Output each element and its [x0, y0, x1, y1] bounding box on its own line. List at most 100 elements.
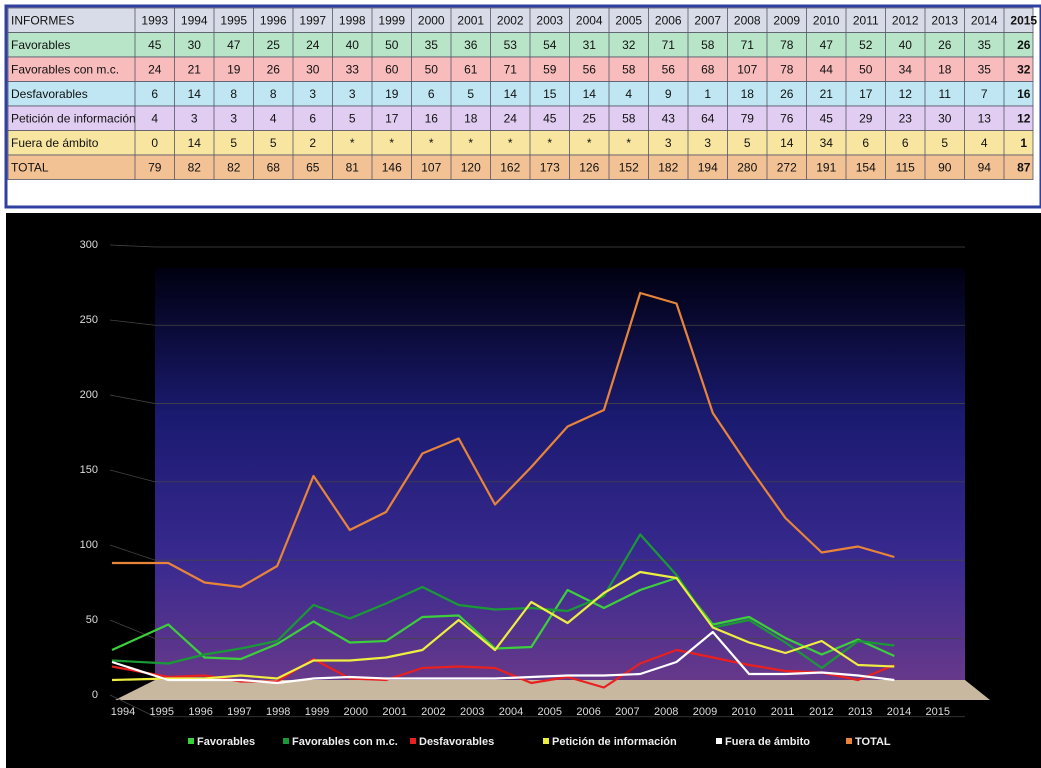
table-cell: 115: [896, 160, 915, 174]
table-cell: 25: [583, 111, 597, 125]
x-tick-label: 2000: [344, 706, 368, 718]
table-cell: 34: [899, 62, 913, 76]
x-tick-label: 2014: [887, 706, 911, 718]
table-cell: 107: [737, 62, 757, 76]
table-cell: 36: [464, 38, 478, 52]
table-cell: 82: [188, 160, 202, 174]
table-cell: 47: [227, 38, 241, 52]
table-cell: 1993: [141, 13, 168, 27]
table-cell: 6: [428, 87, 435, 101]
table-cell: Desfavorables: [11, 87, 88, 101]
table-cell: 33: [346, 62, 360, 76]
table-cell: 82: [227, 160, 241, 174]
table-cell: 1: [704, 87, 711, 101]
table-cell: 3: [349, 87, 356, 101]
table-cell: 26: [780, 87, 794, 101]
chart-wall: [155, 268, 965, 690]
table-cell: 1998: [339, 13, 366, 27]
table-cell: 3: [191, 111, 198, 125]
table-cell: 19: [227, 62, 241, 76]
table-cell: 4: [151, 111, 158, 125]
table-cell: 50: [425, 62, 439, 76]
table-cell: 26: [1017, 38, 1031, 52]
legend-label: Petición de información: [552, 736, 677, 748]
table-cell: 45: [820, 111, 834, 125]
table-cell: 18: [938, 62, 952, 76]
table-cell: 272: [777, 160, 797, 174]
table-cell: *: [389, 136, 394, 150]
table-cell: 45: [543, 111, 557, 125]
table-cell: 32: [622, 38, 636, 52]
table-cell: 3: [704, 136, 711, 150]
x-tick-label: 1999: [305, 706, 329, 718]
table-cell: 56: [662, 62, 676, 76]
table-cell: 2004: [576, 13, 603, 27]
table-cell: 2015: [1010, 13, 1037, 27]
table-cell: 24: [504, 111, 518, 125]
legend-label: TOTAL: [855, 736, 891, 748]
table-cell: 14: [188, 87, 202, 101]
legend-swatch: [410, 738, 416, 744]
table-cell: 1994: [181, 13, 208, 27]
grid-line: [109, 694, 156, 718]
table-cell: 31: [583, 38, 597, 52]
y-tick-label: 150: [80, 464, 98, 476]
table-cell: 5: [349, 111, 356, 125]
table-cell: 17: [385, 111, 399, 125]
table-cell: 21: [188, 62, 202, 76]
table-cell: 25: [267, 38, 281, 52]
table-cell: 2005: [615, 13, 642, 27]
table-cell: 34: [820, 136, 834, 150]
table-cell: 120: [461, 160, 481, 174]
table-cell: 2001: [457, 13, 484, 27]
table-cell: 182: [658, 160, 678, 174]
table-cell: 24: [148, 62, 162, 76]
grid-line: [109, 244, 156, 248]
x-tick-label: 2007: [615, 706, 639, 718]
table-cell: 87: [1017, 160, 1031, 174]
table-cell: 7: [981, 87, 988, 101]
table-cell: 1999: [378, 13, 405, 27]
y-tick-label: 300: [80, 239, 98, 251]
table-cell: 26: [267, 62, 281, 76]
table-cell: TOTAL: [11, 160, 49, 174]
x-tick-label: 1995: [150, 706, 174, 718]
table-row: [7, 32, 1034, 58]
table-cell: 1995: [220, 13, 247, 27]
table-cell: 4: [981, 136, 988, 150]
legend-swatch: [283, 738, 289, 744]
table-cell: 14: [780, 136, 794, 150]
table-cell: 47: [820, 38, 834, 52]
table-cell: 5: [230, 136, 237, 150]
table-cell: 60: [385, 62, 399, 76]
legend-label: Favorables con m.c.: [292, 736, 398, 748]
table-cell: 6: [151, 87, 158, 101]
table-cell: 194: [698, 160, 718, 174]
table-cell: 24: [306, 38, 320, 52]
table-cell: 81: [346, 160, 360, 174]
legend-swatch: [543, 738, 549, 744]
y-tick-label: 50: [86, 614, 98, 626]
x-tick-label: 2005: [538, 706, 562, 718]
table-cell: 5: [941, 136, 948, 150]
table-cell: 13: [978, 111, 992, 125]
table-cell: *: [350, 136, 355, 150]
table-cell: 11: [939, 87, 952, 101]
table-cell: 30: [938, 111, 952, 125]
table-row: [7, 154, 1034, 180]
table-cell: INFORMES: [11, 13, 74, 27]
x-tick-label: 2015: [926, 706, 950, 718]
x-tick-label: 2009: [693, 706, 717, 718]
x-tick-label: 2010: [732, 706, 756, 718]
table-row: [7, 81, 1034, 107]
table-border: [4, 4, 1041, 209]
table-cell: 4: [625, 87, 632, 101]
table-cell: *: [547, 136, 552, 150]
table-cell: 4: [270, 111, 277, 125]
legend-label: Desfavorables: [419, 736, 494, 748]
table-cell: 2012: [892, 13, 919, 27]
table-cell: 65: [306, 160, 320, 174]
table-cell: 23: [899, 111, 913, 125]
legend-label: Fuera de ámbito: [725, 736, 810, 748]
